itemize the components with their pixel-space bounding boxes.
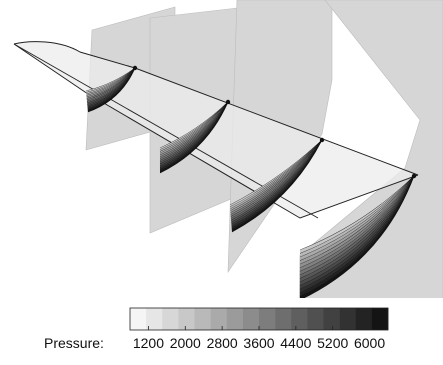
colorbar-swatch bbox=[210, 308, 228, 330]
contour-line bbox=[230, 139, 323, 208]
colorbar-swatch bbox=[371, 308, 389, 330]
contour-line bbox=[299, 175, 415, 265]
colorbar-swatch bbox=[291, 308, 308, 330]
colorbar-tick-label: 2800 bbox=[207, 335, 238, 351]
contour-band bbox=[160, 102, 228, 152]
colorbar-tick-label: 6000 bbox=[354, 335, 385, 351]
contour-line bbox=[230, 139, 323, 217]
contour-line bbox=[299, 175, 415, 290]
wing-leading-edge bbox=[13, 41, 419, 176]
colorbar-swatch bbox=[146, 308, 163, 330]
colorbar-swatch bbox=[242, 308, 260, 330]
colorbar-tick-label: 5200 bbox=[317, 335, 348, 351]
shock-origin bbox=[319, 137, 325, 143]
colorbar-swatch bbox=[275, 308, 292, 330]
colorbar-ticks: 1200 2000 2800 3600 4400 5200 6000 bbox=[133, 326, 385, 351]
contour-line bbox=[159, 101, 229, 174]
colorbar-swatch bbox=[194, 308, 211, 330]
contour-line bbox=[87, 67, 136, 113]
contour-line bbox=[231, 139, 323, 233]
colorbar-tick-label: 2000 bbox=[170, 335, 201, 351]
colorbar bbox=[129, 307, 389, 331]
contour-section-2 bbox=[159, 99, 231, 174]
contour-line bbox=[299, 175, 415, 279]
colorbar-swatch bbox=[162, 308, 179, 330]
contour-section-1 bbox=[85, 65, 138, 113]
contour-line bbox=[299, 175, 415, 283]
colorbar-swatch bbox=[130, 308, 147, 330]
contour-band bbox=[86, 68, 135, 94]
contour-line bbox=[299, 175, 415, 269]
contour-line bbox=[299, 175, 415, 276]
contour-band bbox=[86, 68, 135, 96]
contour-line bbox=[230, 139, 323, 212]
shock-origin bbox=[411, 173, 417, 179]
colorbar-label: Pressure: bbox=[44, 335, 104, 351]
shock-origin bbox=[225, 99, 231, 105]
contour-band bbox=[230, 140, 322, 207]
wing-trailing-edge bbox=[13, 43, 419, 219]
pressure-legend: Pressure: 1200 2000 2800 3600 4400 5200 6000 bbox=[39, 298, 443, 365]
contour-line bbox=[230, 139, 323, 210]
colorbar-swatch bbox=[323, 308, 340, 330]
colorbar-swatch bbox=[226, 308, 244, 330]
contour-band bbox=[300, 176, 414, 254]
contour-band bbox=[160, 102, 228, 150]
colorbar-tick-label: 3600 bbox=[243, 335, 274, 351]
colorbar-tick-label: 4400 bbox=[280, 335, 311, 351]
contour-band bbox=[300, 176, 414, 261]
colorbar-swatch bbox=[178, 308, 195, 330]
colorbar-swatch bbox=[307, 308, 324, 330]
contour-line bbox=[299, 175, 415, 286]
contour-line bbox=[229, 139, 323, 206]
colorbar-swatch bbox=[339, 308, 357, 330]
contour-line bbox=[299, 175, 415, 301]
contour-section-4 bbox=[299, 173, 417, 301]
contour-band bbox=[86, 68, 135, 93]
contour-line bbox=[230, 139, 323, 215]
colorbar-tick-label: 1200 bbox=[133, 335, 164, 351]
colorbar-swatch bbox=[355, 308, 373, 330]
colorbar-swatch bbox=[259, 308, 276, 330]
contour-line bbox=[231, 139, 323, 227]
contour-line bbox=[299, 175, 415, 261]
contour-band bbox=[300, 176, 414, 258]
contour-section-3 bbox=[229, 137, 325, 233]
contour-line bbox=[299, 175, 415, 272]
contour-line bbox=[231, 139, 323, 231]
contour-line bbox=[230, 139, 323, 213]
pressure-contours bbox=[85, 65, 417, 301]
shock-origin bbox=[132, 65, 138, 71]
